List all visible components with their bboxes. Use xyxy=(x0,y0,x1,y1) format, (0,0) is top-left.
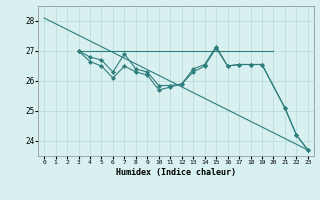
X-axis label: Humidex (Indice chaleur): Humidex (Indice chaleur) xyxy=(116,168,236,177)
